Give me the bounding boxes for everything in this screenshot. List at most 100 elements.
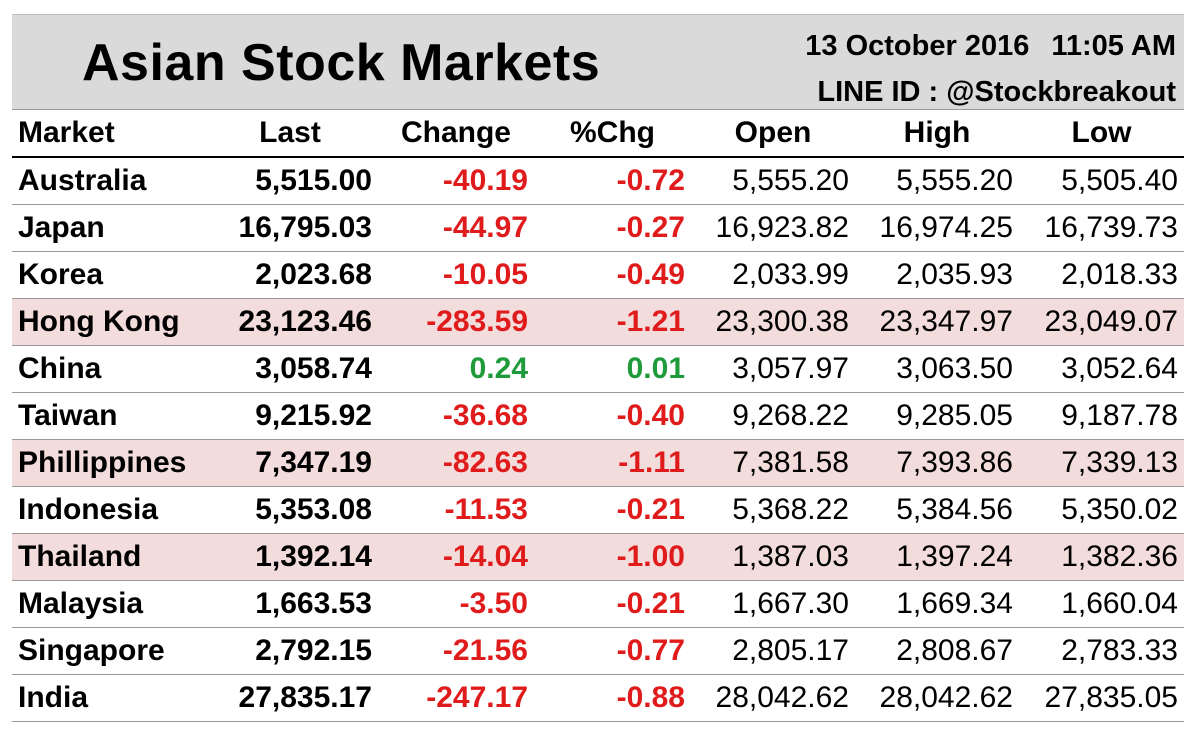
column-header-pct-change: %Chg xyxy=(534,110,691,158)
cell-last: 27,835.17 xyxy=(202,674,378,722)
cell-market: India xyxy=(12,674,202,722)
cell-change: -82.63 xyxy=(378,439,534,487)
cell-last: 16,795.03 xyxy=(202,204,378,252)
cell-low: 5,505.40 xyxy=(1019,157,1184,205)
cell-open: 9,268.22 xyxy=(691,392,855,440)
table-row: Australia 5,515.00 -40.19 -0.72 5,555.20 5,55… xyxy=(12,157,1184,205)
cell-high: 1,397.24 xyxy=(855,533,1019,581)
cell-last: 5,515.00 xyxy=(202,157,378,205)
cell-last: 7,347.19 xyxy=(202,439,378,487)
cell-open: 5,555.20 xyxy=(691,157,855,205)
cell-pct-change: -0.72 xyxy=(534,157,691,205)
cell-market: Thailand xyxy=(12,533,202,581)
cell-pct-change: 0.01 xyxy=(534,345,691,393)
cell-low: 5,350.02 xyxy=(1019,486,1184,534)
cell-market: Taiwan xyxy=(12,392,202,440)
cell-change: -36.68 xyxy=(378,392,534,440)
line-id-label: LINE ID : @Stockbreakout xyxy=(817,76,1176,108)
cell-change: -44.97 xyxy=(378,204,534,252)
table-row: Phillippines 7,347.19 -82.63 -1.11 7,381.58 7… xyxy=(12,439,1184,487)
table-header-row: Market Last Change %Chg Open High Low xyxy=(12,110,1184,158)
cell-market: Korea xyxy=(12,251,202,299)
cell-last: 23,123.46 xyxy=(202,298,378,346)
table-row: Malaysia 1,663.53 -3.50 -0.21 1,667.30 1,669.… xyxy=(12,580,1184,628)
cell-low: 16,739.73 xyxy=(1019,204,1184,252)
cell-change: -11.53 xyxy=(378,486,534,534)
cell-low: 2,783.33 xyxy=(1019,627,1184,675)
cell-high: 2,808.67 xyxy=(855,627,1019,675)
cell-open: 2,805.17 xyxy=(691,627,855,675)
cell-change: -283.59 xyxy=(378,298,534,346)
cell-open: 7,381.58 xyxy=(691,439,855,487)
table-row: Hong Kong 23,123.46 -283.59 -1.21 23,300.38 2… xyxy=(12,298,1184,346)
table-row: Indonesia 5,353.08 -11.53 -0.21 5,368.22 5,38… xyxy=(12,486,1184,534)
cell-high: 16,974.25 xyxy=(855,204,1019,252)
cell-high: 3,063.50 xyxy=(855,345,1019,393)
column-header-open: Open xyxy=(691,110,855,158)
cell-open: 1,387.03 xyxy=(691,533,855,581)
cell-change: -10.05 xyxy=(378,251,534,299)
cell-last: 5,353.08 xyxy=(202,486,378,534)
cell-market: Singapore xyxy=(12,627,202,675)
column-header-market: Market xyxy=(12,110,202,158)
cell-market: Hong Kong xyxy=(12,298,202,346)
cell-last: 1,392.14 xyxy=(202,533,378,581)
markets-table: Market Last Change %Chg Open High Low Au… xyxy=(12,110,1184,722)
column-header-low: Low xyxy=(1019,110,1184,158)
header-meta: 13 October 2016 11:05 AM LINE ID : @Stock… xyxy=(805,23,1176,115)
cell-open: 3,057.97 xyxy=(691,345,855,393)
cell-market: Phillippines xyxy=(12,439,202,487)
cell-pct-change: -0.40 xyxy=(534,392,691,440)
cell-low: 1,382.36 xyxy=(1019,533,1184,581)
time-label: 11:05 AM xyxy=(1051,30,1176,62)
cell-market: Indonesia xyxy=(12,486,202,534)
cell-high: 9,285.05 xyxy=(855,392,1019,440)
cell-pct-change: -0.88 xyxy=(534,674,691,722)
cell-change: -40.19 xyxy=(378,157,534,205)
cell-open: 2,033.99 xyxy=(691,251,855,299)
cell-high: 1,669.34 xyxy=(855,580,1019,628)
cell-low: 23,049.07 xyxy=(1019,298,1184,346)
cell-low: 9,187.78 xyxy=(1019,392,1184,440)
cell-high: 5,384.56 xyxy=(855,486,1019,534)
table-row: India 27,835.17 -247.17 -0.88 28,042.62 28,04… xyxy=(12,674,1184,722)
cell-change: 0.24 xyxy=(378,345,534,393)
cell-pct-change: -1.00 xyxy=(534,533,691,581)
cell-open: 5,368.22 xyxy=(691,486,855,534)
date-label: 13 October 2016 xyxy=(805,30,1030,62)
cell-market: Australia xyxy=(12,157,202,205)
cell-high: 5,555.20 xyxy=(855,157,1019,205)
cell-open: 23,300.38 xyxy=(691,298,855,346)
cell-last: 1,663.53 xyxy=(202,580,378,628)
table-row: Korea 2,023.68 -10.05 -0.49 2,033.99 2,035.93… xyxy=(12,251,1184,299)
cell-market: Japan xyxy=(12,204,202,252)
cell-low: 1,660.04 xyxy=(1019,580,1184,628)
cell-change: -3.50 xyxy=(378,580,534,628)
cell-change: -21.56 xyxy=(378,627,534,675)
cell-low: 7,339.13 xyxy=(1019,439,1184,487)
table-row: Singapore 2,792.15 -21.56 -0.77 2,805.17 2,80… xyxy=(12,627,1184,675)
header-band: Asian Stock Markets 13 October 2016 11:05… xyxy=(12,14,1184,110)
table-row: Japan 16,795.03 -44.97 -0.27 16,923.82 16,974… xyxy=(12,204,1184,252)
cell-high: 23,347.97 xyxy=(855,298,1019,346)
cell-high: 7,393.86 xyxy=(855,439,1019,487)
cell-pct-change: -0.49 xyxy=(534,251,691,299)
table-row: China 3,058.74 0.24 0.01 3,057.97 3,063.50 3,0… xyxy=(12,345,1184,393)
page-title: Asian Stock Markets xyxy=(82,34,601,92)
market-sheet: Asian Stock Markets 13 October 2016 11:05… xyxy=(12,14,1184,722)
table-row: Taiwan 9,215.92 -36.68 -0.40 9,268.22 9,285.0… xyxy=(12,392,1184,440)
cell-pct-change: -0.77 xyxy=(534,627,691,675)
cell-pct-change: -0.21 xyxy=(534,580,691,628)
cell-open: 1,667.30 xyxy=(691,580,855,628)
column-header-change: Change xyxy=(378,110,534,158)
table-row: Thailand 1,392.14 -14.04 -1.00 1,387.03 1,397… xyxy=(12,533,1184,581)
cell-low: 27,835.05 xyxy=(1019,674,1184,722)
cell-last: 3,058.74 xyxy=(202,345,378,393)
cell-market: Malaysia xyxy=(12,580,202,628)
cell-pct-change: -0.21 xyxy=(534,486,691,534)
cell-market: China xyxy=(12,345,202,393)
cell-high: 2,035.93 xyxy=(855,251,1019,299)
cell-open: 28,042.62 xyxy=(691,674,855,722)
column-header-high: High xyxy=(855,110,1019,158)
cell-last: 2,023.68 xyxy=(202,251,378,299)
